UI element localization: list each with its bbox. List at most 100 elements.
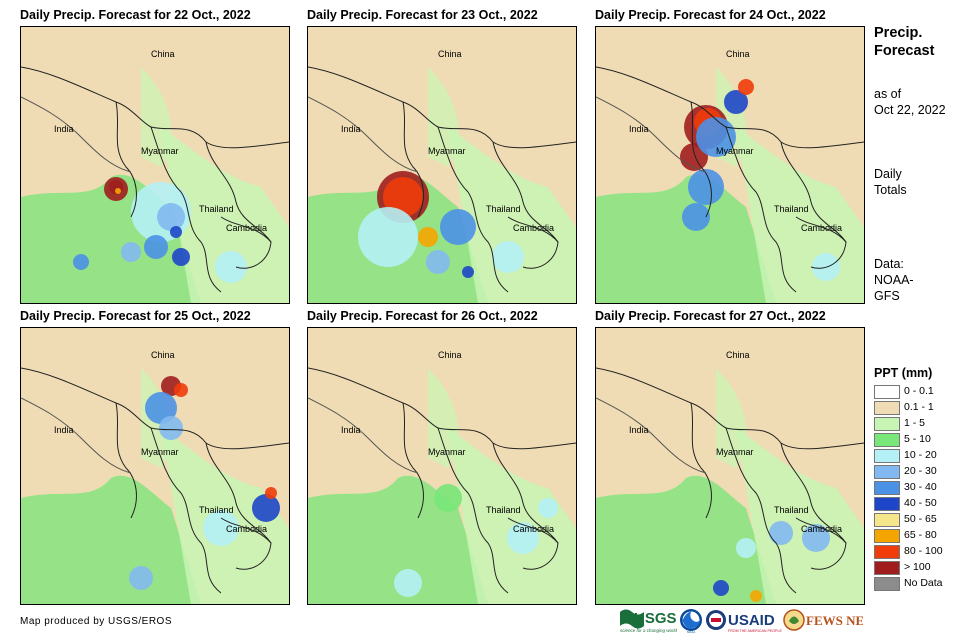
panel-title: Daily Precip. Forecast for 25 Oct., 2022 [20, 309, 251, 323]
country-labels: China India Myanmar Thailand Cambodia [341, 49, 554, 233]
as-of-value: Oct 22, 2022 [874, 103, 946, 117]
precip-legend: PPT (mm) 0 - 0.1 0.1 - 1 1 - 5 5 - 10 10 - 2… [874, 366, 943, 592]
legend-label: No Data [904, 577, 943, 589]
map-label-india: India [629, 124, 649, 134]
usgs-logo: USGS science for a changing world [620, 609, 678, 633]
map-label-china: China [726, 49, 750, 59]
precip-map-oct22: China India Myanmar Thailand Cambodia [20, 26, 290, 304]
country-labels: China India Myanmar Thailand Cambodia [629, 49, 842, 233]
panel-title: Daily Precip. Forecast for 27 Oct., 2022 [595, 309, 826, 323]
precip-map-oct24: China India Myanmar Thailand Cambodia [595, 26, 865, 304]
noaa-logo-text: NOAA [687, 630, 696, 634]
rain-cells [394, 484, 558, 597]
legend-label: 0 - 0.1 [904, 385, 934, 397]
map-label-india: India [629, 425, 649, 435]
legend-item: 50 - 65 [874, 512, 937, 528]
legend-label: 0.1 - 1 [904, 401, 934, 413]
map-label-myanmar: Myanmar [141, 447, 179, 457]
map-label-china: China [438, 350, 462, 360]
usgs-tagline: science for a changing world [620, 628, 678, 633]
legend-label: > 100 [904, 561, 931, 573]
legend-swatch [874, 449, 900, 463]
map-label-china: China [726, 350, 750, 360]
precip-map-oct25: China India Myanmar Thailand Cambodia [20, 327, 290, 605]
legend-label: 40 - 50 [904, 497, 937, 509]
legend-item: 80 - 100 [874, 544, 943, 560]
legend-title: PPT (mm) [874, 366, 933, 380]
country-borders [308, 66, 576, 293]
legend-item: 0.1 - 1 [874, 400, 934, 416]
map-label-cambodia: Cambodia [513, 223, 554, 233]
legend-label: 5 - 10 [904, 433, 931, 445]
legend-item: 20 - 30 [874, 464, 937, 480]
country-labels: China India Myanmar Thailand Cambodia [54, 49, 267, 233]
legend-swatch [874, 481, 900, 495]
map-label-cambodia: Cambodia [801, 223, 842, 233]
map-label-cambodia: Cambodia [226, 524, 267, 534]
panel-title: Daily Precip. Forecast for 24 Oct., 2022 [595, 8, 826, 22]
rain-cells [73, 177, 247, 283]
country-borders [596, 66, 864, 293]
legend-item: 10 - 20 [874, 448, 937, 464]
country-borders [308, 367, 576, 594]
map-label-thailand: Thailand [774, 505, 809, 515]
data-source-line2: NOAA- [874, 273, 914, 287]
precip-field [308, 27, 576, 303]
legend-swatch [874, 513, 900, 527]
map-label-myanmar: Myanmar [428, 146, 466, 156]
map-label-thailand: Thailand [774, 204, 809, 214]
map-label-thailand: Thailand [486, 204, 521, 214]
legend-label: 20 - 30 [904, 465, 937, 477]
legend-label: 50 - 65 [904, 513, 937, 525]
country-labels: China India Myanmar Thailand Cambodia [341, 350, 554, 534]
noaa-logo: NOAA [680, 609, 702, 634]
country-borders [21, 367, 289, 594]
country-borders [21, 66, 289, 293]
totals-line2: Totals [874, 183, 907, 197]
data-source-line1: Data: [874, 257, 904, 271]
precip-map-oct27: China India Myanmar Thailand Cambodia [595, 327, 865, 605]
totals-note: Daily Totals [874, 166, 907, 198]
legend-swatch [874, 497, 900, 511]
map-label-cambodia: Cambodia [801, 524, 842, 534]
legend-label: 1 - 5 [904, 417, 926, 429]
legend-item: 40 - 50 [874, 496, 937, 512]
sidebar-title: Precip. Forecast [874, 24, 934, 60]
map-label-china: China [438, 49, 462, 59]
country-labels: China India Myanmar Thailand Cambodia [54, 350, 267, 534]
totals-line1: Daily [874, 167, 902, 181]
precip-map-oct23: China India Myanmar Thailand Cambodia [307, 26, 577, 304]
agency-logos: USGS science for a changing world NOAA U… [620, 609, 863, 634]
legend-swatch [874, 433, 900, 447]
legend-item: 5 - 10 [874, 432, 932, 448]
rain-cells [129, 376, 280, 590]
panel-title: Daily Precip. Forecast for 22 Oct., 2022 [20, 8, 251, 22]
rain-cells [713, 521, 830, 602]
map-label-thailand: Thailand [486, 505, 521, 515]
panel-title: Daily Precip. Forecast for 23 Oct., 2022 [307, 8, 538, 22]
usgs-logo-text: USGS [634, 610, 677, 627]
map-label-india: India [54, 124, 74, 134]
sidebar-title-line2: Forecast [874, 43, 935, 59]
legend-swatch [874, 385, 900, 399]
legend-item: 0 - 0.1 [874, 384, 934, 400]
usaid-logo: USAID FROM THE AMERICAN PEOPLE [706, 610, 782, 633]
usaid-logo-text: USAID [728, 612, 775, 629]
legend-swatch [874, 465, 900, 479]
map-label-myanmar: Myanmar [141, 146, 179, 156]
fews-net-logo-text: FEWS NET [806, 613, 863, 628]
map-label-thailand: Thailand [199, 505, 234, 515]
legend-swatch [874, 529, 900, 543]
map-label-china: China [151, 49, 175, 59]
map-credit: Map produced by USGS/EROS [20, 616, 173, 627]
precip-field [21, 328, 289, 604]
panel-title: Daily Precip. Forecast for 26 Oct., 2022 [307, 309, 538, 323]
sidebar-title-line1: Precip. [874, 25, 923, 41]
precip-field [308, 328, 576, 604]
precip-field [21, 27, 289, 303]
precip-map-oct26: China India Myanmar Thailand Cambodia [307, 327, 577, 605]
map-label-india: India [54, 425, 74, 435]
legend-item: No Data [874, 576, 943, 592]
legend-items: 0 - 0.1 0.1 - 1 1 - 5 5 - 10 10 - 20 20 - 30 3… [874, 384, 943, 592]
map-label-myanmar: Myanmar [716, 447, 754, 457]
